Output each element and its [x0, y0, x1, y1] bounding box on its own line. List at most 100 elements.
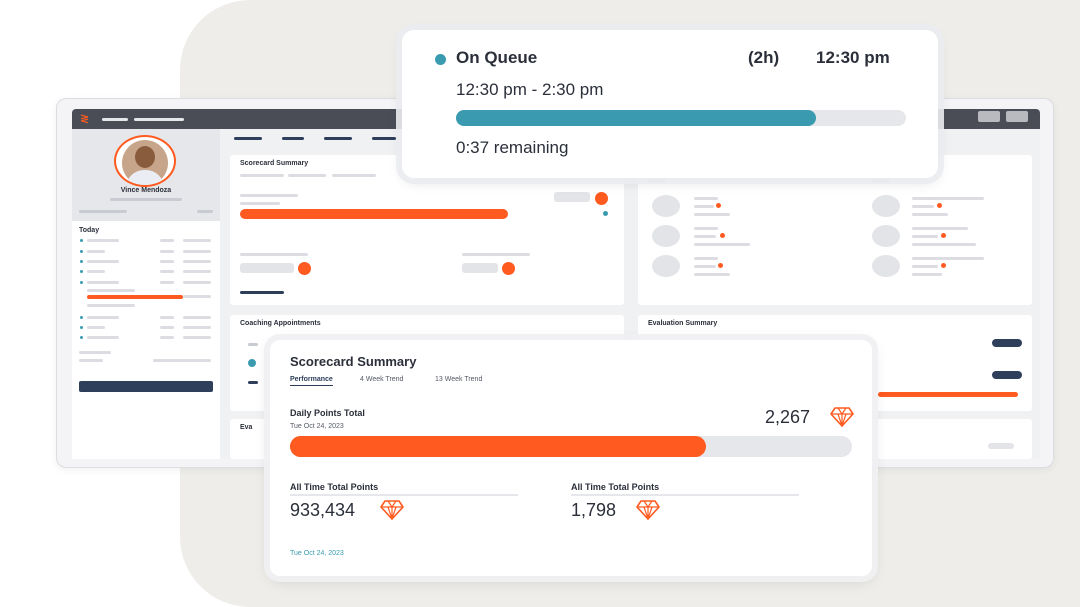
- team-panel: [638, 155, 1032, 305]
- list-line: [183, 260, 211, 263]
- daily-points-progress-track: [290, 436, 852, 457]
- status-dot-icon: [298, 262, 311, 275]
- panel-line: [240, 291, 284, 294]
- avatar: [652, 225, 680, 247]
- window-button[interactable]: [978, 111, 1000, 122]
- avatar: [652, 255, 680, 277]
- list-line: [183, 239, 211, 242]
- panel-title: Coaching Appointments: [240, 320, 321, 327]
- sidebar: Vince Mendoza Today: [72, 129, 220, 459]
- evaluation-bar: [878, 392, 1018, 397]
- panel-line: [248, 343, 258, 346]
- title-bar-line: [102, 118, 128, 121]
- panel-line: [694, 235, 716, 238]
- profile-line: [110, 198, 182, 201]
- evaluation-indicator: [992, 371, 1022, 379]
- panel-line: [240, 174, 284, 177]
- panel-line: [694, 205, 714, 208]
- queue-duration: (2h): [748, 48, 780, 67]
- queue-progress-track: [456, 110, 906, 126]
- list-line: [87, 289, 135, 292]
- panel-line: [694, 257, 718, 260]
- panel-line: [912, 227, 968, 230]
- list-dot: [80, 250, 83, 253]
- panel-pill: [988, 443, 1014, 449]
- evaluation-indicator: [992, 339, 1022, 347]
- panel-line: [240, 194, 298, 197]
- list-line: [87, 250, 105, 253]
- panel-line: [240, 202, 280, 205]
- panel-title: Eva: [240, 424, 253, 431]
- list-line: [87, 239, 119, 242]
- status-dot-icon: [716, 203, 721, 208]
- list-line: [183, 316, 211, 319]
- tab-performance[interactable]: Performance: [290, 376, 333, 386]
- list-dot: [80, 281, 83, 284]
- list-line: [160, 270, 174, 273]
- divider: [571, 494, 799, 496]
- panel-line: [694, 197, 718, 200]
- panel-line: [248, 381, 258, 384]
- panel-line: [240, 253, 308, 256]
- footer-date: Tue Oct 24, 2023: [290, 550, 344, 557]
- all-time-points-value: 1,798: [571, 500, 617, 520]
- panel-line: [872, 180, 890, 183]
- tab-indicator[interactable]: [282, 137, 304, 140]
- daily-points-value: 2,267: [765, 407, 811, 427]
- list-line: [160, 316, 174, 319]
- profile-card: Vince Mendoza: [72, 129, 220, 221]
- daily-points-progress-fill: [290, 436, 706, 457]
- panel-line: [912, 273, 942, 276]
- list-dot: [80, 336, 83, 339]
- panel-progress: [240, 209, 508, 219]
- list-line: [153, 359, 211, 362]
- avatar: [872, 195, 900, 217]
- tab-indicator[interactable]: [372, 137, 396, 140]
- list-line: [87, 304, 135, 307]
- sidebar-action-button[interactable]: [79, 381, 213, 392]
- list-line: [160, 239, 174, 242]
- list-line: [160, 336, 174, 339]
- queue-status: On Queue: [456, 48, 538, 67]
- queue-time-range: 12:30 pm - 2:30 pm: [456, 80, 604, 99]
- all-time-points-label: All Time Total Points: [290, 482, 379, 492]
- all-time-points-label: All Time Total Points: [571, 482, 660, 492]
- profile-line: [197, 210, 213, 213]
- list-line: [87, 316, 119, 319]
- tab-4-week-trend[interactable]: 4 Week Trend: [360, 376, 404, 383]
- list-dot: [80, 239, 83, 242]
- panel-pill: [462, 263, 498, 273]
- avatar[interactable]: [114, 135, 176, 187]
- list-line: [160, 326, 174, 329]
- status-dot-icon: [718, 263, 723, 268]
- queue-remaining: 0:37 remaining: [456, 138, 569, 157]
- panel-title: Evaluation Summary: [648, 320, 718, 327]
- daily-points-label: Daily Points Total: [290, 408, 365, 418]
- panel-line: [288, 174, 326, 177]
- list-line: [87, 336, 119, 339]
- queue-progress-fill: [456, 110, 816, 126]
- panel-line: [648, 180, 666, 183]
- status-dot-icon: [941, 233, 946, 238]
- window-button[interactable]: [1006, 111, 1028, 122]
- sidebar-progress: [87, 295, 183, 299]
- status-dot-icon: [248, 359, 256, 367]
- scorecard-summary-card: Scorecard Summary Performance 4 Week Tre…: [270, 340, 872, 576]
- panel-line: [912, 213, 948, 216]
- profile-name: Vince Mendoza: [120, 187, 172, 194]
- tab-indicator[interactable]: [234, 137, 262, 140]
- queue-time: 12:30 pm: [816, 48, 890, 67]
- panel-line: [912, 265, 938, 268]
- list-dot: [80, 326, 83, 329]
- tab-indicator[interactable]: [324, 137, 352, 140]
- panel-pill: [240, 263, 294, 273]
- tab-13-week-trend[interactable]: 13 Week Trend: [435, 376, 483, 383]
- list-line: [160, 281, 174, 284]
- daily-points-date: Tue Oct 24, 2023: [290, 423, 344, 430]
- list-line: [183, 250, 211, 253]
- panel-line: [694, 243, 750, 246]
- panel-line: [912, 197, 984, 200]
- panel-line: [694, 265, 716, 268]
- list-line: [183, 281, 211, 284]
